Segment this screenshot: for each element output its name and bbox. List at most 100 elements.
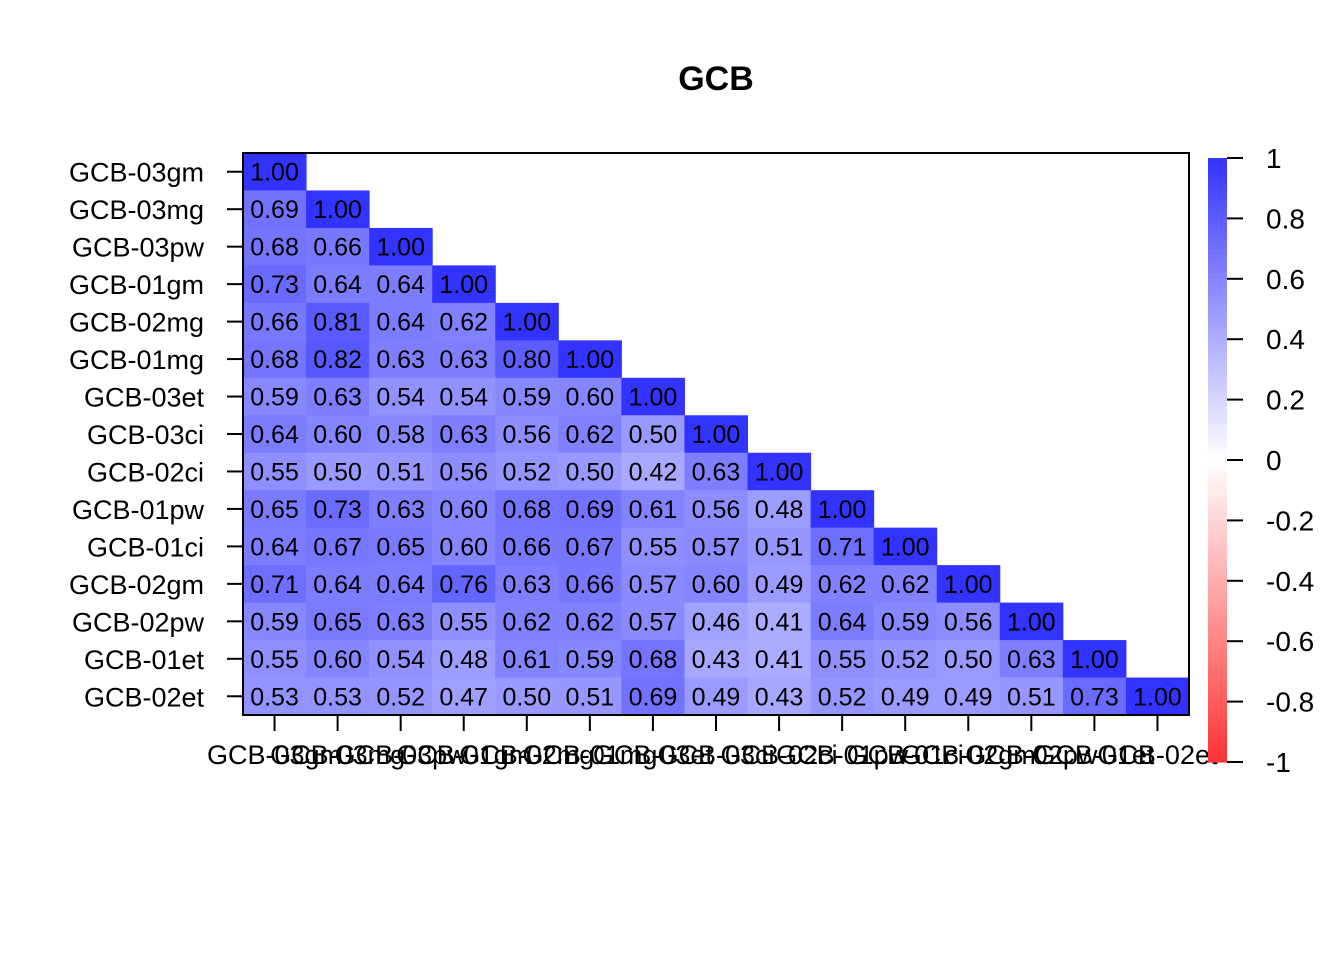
heatmap-cell (621, 677, 685, 716)
y-tick-label: GCB-03mg (69, 195, 204, 225)
heatmap-cell (558, 452, 622, 491)
cell-value-label: 0.66 (566, 571, 615, 599)
cell-value-label: 0.54 (439, 384, 488, 412)
cell-value-label: 0.48 (755, 496, 804, 524)
legend-gradient-segment (1208, 315, 1227, 322)
cell-value-label: 0.50 (502, 683, 551, 711)
legend-tick-label: -0.4 (1266, 566, 1314, 597)
cell-value-label: 0.62 (818, 571, 867, 599)
heatmap-cell (873, 527, 938, 566)
legend-gradient-segment (1208, 441, 1227, 449)
heatmap-cell (558, 602, 622, 641)
legend-gradient-segment (1208, 617, 1227, 624)
cell-value-label: 1.00 (566, 346, 615, 374)
legend-gradient-segment (1208, 363, 1227, 370)
heatmap-cell (936, 640, 1001, 679)
legend-gradient-segment (1208, 206, 1227, 213)
cell-value-label: 0.64 (376, 271, 425, 299)
heatmap-cell (432, 415, 496, 454)
heatmap-cell (495, 565, 559, 604)
legend-gradient-segment (1208, 635, 1227, 642)
legend-gradient-segment (1208, 484, 1227, 491)
y-tick-label: GCB-03et (84, 383, 205, 413)
heatmap-cell (495, 490, 559, 529)
cell-value-label: 1.00 (755, 458, 804, 486)
heatmap-cell (243, 415, 307, 454)
legend-gradient-segment (1208, 671, 1227, 679)
heatmap-cell (810, 490, 875, 529)
heatmap-cell (1125, 677, 1190, 716)
legend-gradient-segment (1208, 218, 1227, 226)
legend-gradient-segment (1208, 345, 1227, 352)
legend-gradient-segment (1208, 417, 1227, 425)
cell-value-label: 0.41 (755, 646, 804, 674)
x-tick-label: GCB-01pw (776, 740, 909, 770)
cell-value-label: 0.62 (566, 421, 615, 449)
legend-gradient-segment (1208, 526, 1227, 534)
legend-gradient-segment (1208, 242, 1227, 250)
heatmap-cell (621, 602, 685, 641)
cell-value-label: 0.52 (881, 646, 930, 674)
cell-value-label: 1.00 (439, 271, 488, 299)
legend-gradient-segment (1208, 194, 1227, 201)
legend-gradient-segment (1208, 375, 1227, 383)
legend-gradient-segment (1208, 629, 1227, 636)
y-tick-label: GCB-02et (84, 682, 205, 712)
heatmap-cell (810, 602, 875, 641)
heatmap-cell (306, 302, 370, 341)
heatmap-cell (621, 565, 685, 604)
cell-value-label: 0.57 (629, 608, 678, 636)
heatmap-cell (936, 565, 1001, 604)
heatmap-cell (243, 265, 307, 304)
y-tick-label: GCB-03pw (72, 233, 205, 263)
legend-gradient-segment (1208, 713, 1227, 721)
legend-gradient-segment (1208, 544, 1227, 552)
legend-gradient-segment (1208, 278, 1227, 286)
legend-gradient-segment (1208, 200, 1227, 207)
heatmap-cell (243, 602, 307, 641)
legend-gradient-segment (1208, 508, 1227, 515)
heatmap-cell (369, 265, 433, 304)
legend-tick-label: -1 (1266, 747, 1291, 778)
cell-value-label: 0.69 (629, 683, 678, 711)
cell-value-label: 0.63 (502, 571, 551, 599)
heatmap-cell (747, 452, 812, 491)
legend-gradient-segment (1208, 647, 1227, 654)
heatmap-cell (495, 340, 559, 379)
legend-gradient-segment (1208, 562, 1227, 570)
heatmap-cell (999, 602, 1064, 641)
cell-value-label: 0.55 (250, 646, 299, 674)
heatmap-cell (243, 565, 307, 604)
legend-gradient-segment (1208, 568, 1227, 576)
cell-value-label: 0.60 (313, 421, 362, 449)
heatmap-cell (684, 677, 749, 716)
heatmap-cell (369, 640, 433, 679)
legend-gradient-segment (1208, 435, 1227, 443)
cell-value-label: 0.63 (376, 346, 425, 374)
plot-border (242, 152, 1190, 716)
cell-value-label: 0.68 (629, 646, 678, 674)
heatmap-cell (306, 452, 370, 491)
legend-tick-label: 0.6 (1266, 264, 1305, 295)
heatmap-cell (495, 377, 559, 416)
heatmap-cell (432, 677, 496, 716)
legend-gradient-segment (1208, 369, 1227, 377)
x-tick-label: GCB-03et (593, 740, 714, 770)
legend-tick-label: 0 (1266, 445, 1282, 476)
legend-gradient-segment (1208, 556, 1227, 564)
cell-value-label: 1.00 (1070, 646, 1119, 674)
legend-gradient-segment (1208, 357, 1227, 364)
heatmap-cell (306, 190, 370, 229)
legend-gradient-segment (1208, 290, 1227, 298)
legend-gradient-segment (1208, 586, 1227, 594)
cell-value-label: 0.56 (502, 421, 551, 449)
legend-gradient-segment (1208, 182, 1227, 189)
heatmap-cell (810, 527, 875, 566)
legend-gradient-segment (1208, 749, 1227, 757)
heatmap-cell (432, 640, 496, 679)
heatmap-cell (684, 602, 749, 641)
cell-value-label: 0.54 (376, 646, 425, 674)
legend-gradient-segment (1208, 284, 1227, 292)
legend-gradient-segment (1208, 665, 1227, 672)
